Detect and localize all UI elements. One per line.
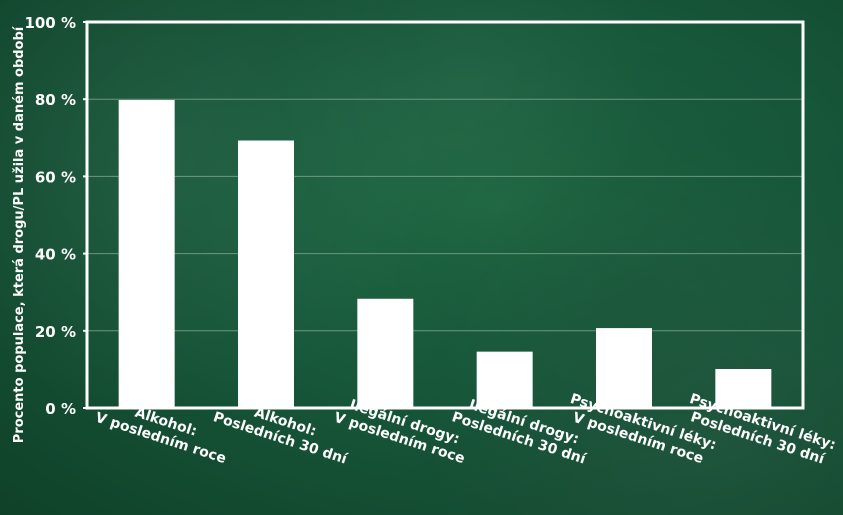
bar	[596, 328, 652, 408]
y-tick-label: 20 %	[35, 323, 76, 341]
y-tick-label: 40 %	[35, 246, 76, 264]
y-tick-label: 0 %	[45, 400, 76, 418]
y-tick-label: 60 %	[35, 168, 76, 186]
y-tick-label: 100 %	[24, 14, 76, 32]
bar	[238, 140, 294, 408]
y-tick-label: 80 %	[35, 91, 76, 109]
bar	[118, 99, 175, 409]
y-axis-label: Procento populace, která drogu/PL užila …	[12, 25, 27, 443]
bar	[715, 369, 772, 408]
bar	[357, 298, 414, 408]
plot-frame	[85, 20, 805, 410]
bar	[476, 351, 533, 408]
